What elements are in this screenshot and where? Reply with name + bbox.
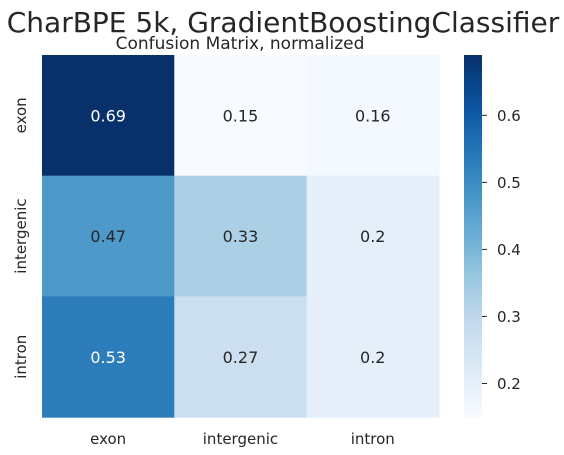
- heatmap-cell-label: 0.53: [90, 348, 126, 367]
- heatmap-cells: [42, 55, 440, 418]
- colorbar-ticks: 0.2 0.3 0.4 0.5 0.6: [482, 107, 521, 393]
- row-label: intergenic: [12, 198, 30, 273]
- heatmap-cell-label: 0.15: [223, 106, 259, 125]
- colorbar-tick-label: 0.6: [497, 107, 521, 125]
- colorbar-tick-label: 0.2: [497, 375, 521, 393]
- heatmap-cell-label: 0.2: [360, 227, 385, 246]
- column-label: intron: [351, 430, 395, 448]
- column-labels: exon intergenic intron: [90, 430, 395, 448]
- heatmap-cell-label: 0.69: [90, 106, 126, 125]
- heatmap-cell: [42, 296, 175, 418]
- heatmap-cell: [42, 175, 175, 297]
- chart-title: CharBPE 5k, GradientBoostingClassifier: [7, 6, 560, 39]
- column-label: intergenic: [203, 430, 278, 448]
- heatmap-cell: [42, 55, 175, 177]
- heatmap-cell-label: 0.33: [223, 227, 259, 246]
- heatmap-cell: [174, 175, 308, 297]
- heatmap-cell: [174, 55, 308, 177]
- heatmap-cell: [174, 296, 308, 418]
- chart-subtitle: Confusion Matrix, normalized: [116, 34, 365, 54]
- row-label: intron: [12, 335, 30, 379]
- column-label: exon: [90, 430, 126, 448]
- heatmap-cell-label: 0.47: [90, 227, 126, 246]
- colorbar-tick-label: 0.5: [497, 174, 521, 192]
- heatmap-cell: [306, 175, 440, 297]
- heatmap-cell: [306, 55, 440, 177]
- colorbar: [464, 55, 482, 417]
- row-labels: exon intergenic intron: [12, 97, 30, 378]
- heatmap-cell-labels: 0.69 0.15 0.16 0.47 0.33 0.2 0.53 0.27 0.2: [90, 106, 390, 366]
- heatmap-cell-label: 0.2: [360, 348, 385, 367]
- colorbar-tick-label: 0.3: [497, 308, 521, 326]
- heatmap-cell-label: 0.16: [355, 106, 391, 125]
- heatmap-cell: [306, 296, 440, 418]
- row-label: exon: [12, 97, 30, 133]
- heatmap-cell-label: 0.27: [223, 348, 259, 367]
- colorbar-tick-label: 0.4: [497, 241, 521, 259]
